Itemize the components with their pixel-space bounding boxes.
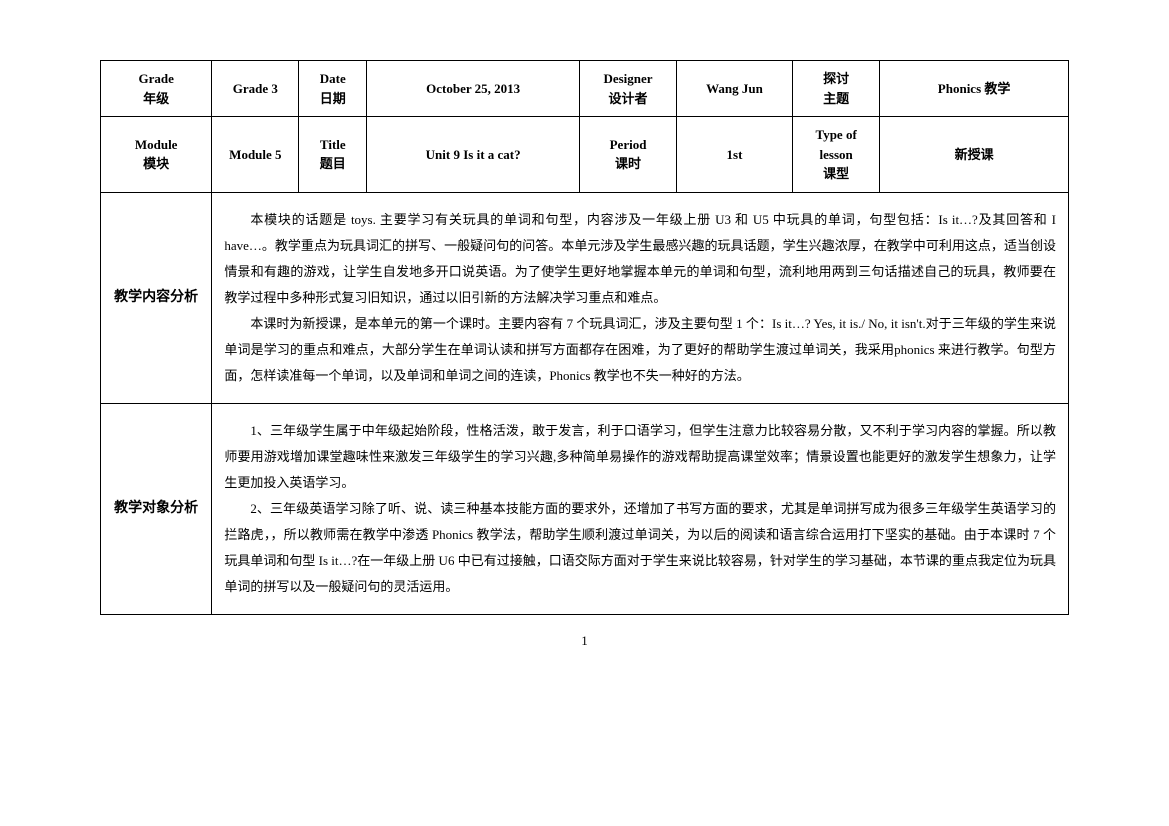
content-analysis-text: 本模块的话题是 toys. 主要学习有关玩具的单词和句型，内容涉及一年级上册 U… (212, 192, 1069, 403)
grade-label: Grade 年级 (101, 61, 212, 117)
module-label-en: Module (107, 135, 205, 155)
module-value: Module 5 (212, 117, 299, 193)
learner-analysis-p2: 2、三年级英语学习除了听、说、读三种基本技能方面的要求外，还增加了书写方面的要求… (224, 496, 1056, 600)
module-label: Module 模块 (101, 117, 212, 193)
date-value: October 25, 2013 (367, 61, 580, 117)
type-value: 新授课 (880, 117, 1069, 193)
title-label-en: Title (305, 135, 360, 155)
section-content-analysis: 教学内容分析 本模块的话题是 toys. 主要学习有关玩具的单词和句型，内容涉及… (101, 192, 1069, 403)
period-label-en: Period (586, 135, 670, 155)
date-label-en: Date (305, 69, 360, 89)
designer-label-en: Designer (586, 69, 670, 89)
designer-label-zh: 设计者 (586, 89, 670, 109)
type-label-en: Type of (799, 125, 873, 145)
period-label: Period 课时 (580, 117, 677, 193)
learner-analysis-text: 1、三年级学生属于中年级起始阶段，性格活泼，敢于发言，利于口语学习，但学生注意力… (212, 403, 1069, 614)
topic-label: 探讨 主题 (793, 61, 880, 117)
type-label: Type of lesson 课型 (793, 117, 880, 193)
learner-analysis-p1: 1、三年级学生属于中年级起始阶段，性格活泼，敢于发言，利于口语学习，但学生注意力… (224, 418, 1056, 496)
content-analysis-label: 教学内容分析 (101, 192, 212, 403)
topic-label-1: 探讨 (799, 69, 873, 89)
page-number: 1 (100, 633, 1069, 649)
period-label-zh: 课时 (586, 154, 670, 174)
designer-label: Designer 设计者 (580, 61, 677, 117)
section-learner-analysis: 教学对象分析 1、三年级学生属于中年级起始阶段，性格活泼，敢于发言，利于口语学习… (101, 403, 1069, 614)
lesson-plan-page: Grade 年级 Grade 3 Date 日期 October 25, 201… (0, 0, 1169, 679)
module-label-zh: 模块 (107, 154, 205, 174)
title-label: Title 题目 (299, 117, 367, 193)
header-row-1: Grade 年级 Grade 3 Date 日期 October 25, 201… (101, 61, 1069, 117)
title-label-zh: 题目 (305, 154, 360, 174)
topic-value: Phonics 教学 (880, 61, 1069, 117)
grade-label-zh: 年级 (107, 89, 205, 109)
date-label-zh: 日期 (305, 89, 360, 109)
topic-label-2: 主题 (799, 89, 873, 109)
content-analysis-p1: 本模块的话题是 toys. 主要学习有关玩具的单词和句型，内容涉及一年级上册 U… (224, 207, 1056, 311)
type-label-zh: 课型 (799, 164, 873, 184)
grade-label-en: Grade (107, 69, 205, 89)
date-label: Date 日期 (299, 61, 367, 117)
period-value: 1st (676, 117, 792, 193)
content-analysis-p2: 本课时为新授课，是本单元的第一个课时。主要内容有 7 个玩具词汇，涉及主要句型 … (224, 311, 1056, 389)
learner-analysis-label: 教学对象分析 (101, 403, 212, 614)
title-value: Unit 9 Is it a cat? (367, 117, 580, 193)
lesson-plan-table: Grade 年级 Grade 3 Date 日期 October 25, 201… (100, 60, 1069, 615)
header-row-2: Module 模块 Module 5 Title 题目 Unit 9 Is it… (101, 117, 1069, 193)
grade-value: Grade 3 (212, 61, 299, 117)
designer-value: Wang Jun (676, 61, 792, 117)
type-label-en2: lesson (799, 145, 873, 165)
